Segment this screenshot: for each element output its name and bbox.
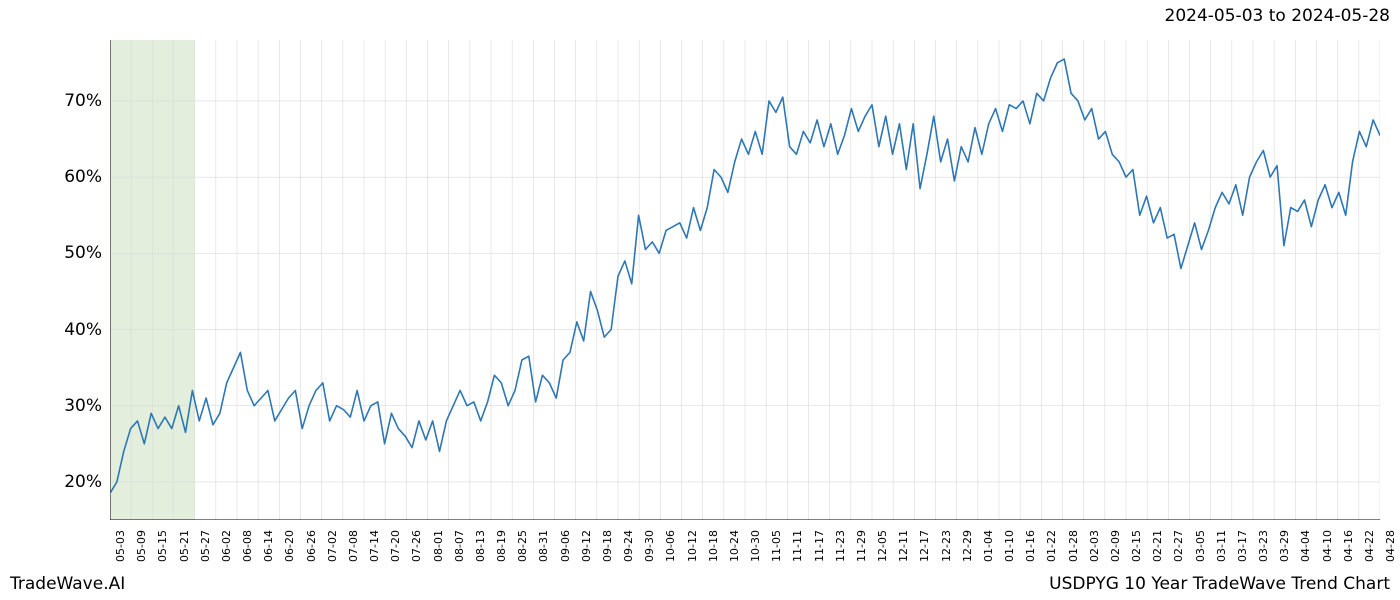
- chart-area: [110, 40, 1380, 520]
- y-tick-label: 30%: [52, 396, 102, 416]
- x-tick-label: 12-23: [940, 530, 953, 562]
- footer-brand: TradeWave.AI: [10, 574, 125, 594]
- x-tick-label: 08-07: [453, 530, 466, 562]
- x-tick-label: 02-09: [1109, 530, 1122, 562]
- x-tick-label: 11-11: [791, 530, 804, 562]
- x-tick-label: 10-06: [664, 530, 677, 562]
- x-tick-label: 06-08: [241, 530, 254, 562]
- footer-chart-title: USDPYG 10 Year TradeWave Trend Chart: [1049, 574, 1390, 594]
- x-tick-label: 07-26: [410, 530, 423, 562]
- x-tick-label: 07-08: [347, 530, 360, 562]
- x-tick-label: 02-21: [1151, 530, 1164, 562]
- line-chart-svg: [110, 40, 1380, 520]
- x-tick-label: 04-22: [1363, 530, 1376, 562]
- x-tick-label: 02-15: [1130, 530, 1143, 562]
- x-tick-label: 08-01: [432, 530, 445, 562]
- x-tick-label: 10-18: [707, 530, 720, 562]
- x-tick-label: 11-29: [855, 530, 868, 562]
- x-tick-label: 06-20: [283, 530, 296, 562]
- x-tick-label: 03-17: [1236, 530, 1249, 562]
- x-tick-label: 04-28: [1384, 530, 1397, 562]
- y-tick-label: 20%: [52, 472, 102, 492]
- y-tick-label: 60%: [52, 167, 102, 187]
- x-tick-label: 08-19: [495, 530, 508, 562]
- x-tick-label: 05-21: [178, 530, 191, 562]
- x-tick-label: 11-23: [834, 530, 847, 562]
- x-tick-label: 11-17: [813, 530, 826, 562]
- x-tick-label: 08-31: [537, 530, 550, 562]
- x-tick-label: 03-05: [1194, 530, 1207, 562]
- x-tick-label: 06-26: [305, 530, 318, 562]
- x-tick-label: 03-11: [1215, 530, 1228, 562]
- x-tick-label: 07-02: [326, 530, 339, 562]
- y-tick-label: 70%: [52, 91, 102, 111]
- x-tick-label: 12-11: [897, 530, 910, 562]
- x-tick-label: 10-30: [749, 530, 762, 562]
- x-tick-label: 10-12: [686, 530, 699, 562]
- x-tick-label: 06-14: [262, 530, 275, 562]
- x-tick-label: 12-17: [918, 530, 931, 562]
- x-tick-label: 09-18: [601, 530, 614, 562]
- x-tick-label: 07-20: [389, 530, 402, 562]
- x-tick-label: 05-15: [156, 530, 169, 562]
- x-tick-label: 12-29: [961, 530, 974, 562]
- date-range-label: 2024-05-03 to 2024-05-28: [1165, 6, 1390, 26]
- y-tick-label: 40%: [52, 320, 102, 340]
- x-tick-label: 09-06: [559, 530, 572, 562]
- x-tick-label: 09-24: [622, 530, 635, 562]
- x-tick-label: 07-14: [368, 530, 381, 562]
- x-tick-label: 05-27: [199, 530, 212, 562]
- x-tick-label: 04-04: [1299, 530, 1312, 562]
- x-tick-label: 08-13: [474, 530, 487, 562]
- y-tick-label: 50%: [52, 243, 102, 263]
- x-tick-label: 10-24: [728, 530, 741, 562]
- x-tick-label: 08-25: [516, 530, 529, 562]
- x-tick-label: 04-10: [1321, 530, 1334, 562]
- x-tick-label: 01-04: [982, 530, 995, 562]
- x-tick-label: 04-16: [1342, 530, 1355, 562]
- x-tick-label: 05-03: [114, 530, 127, 562]
- x-tick-label: 01-22: [1045, 530, 1058, 562]
- x-tick-label: 06-02: [220, 530, 233, 562]
- x-tick-label: 01-28: [1067, 530, 1080, 562]
- x-tick-label: 03-23: [1257, 530, 1270, 562]
- x-tick-label: 09-12: [580, 530, 593, 562]
- x-tick-label: 09-30: [643, 530, 656, 562]
- x-tick-label: 01-10: [1003, 530, 1016, 562]
- x-tick-label: 11-05: [770, 530, 783, 562]
- x-tick-label: 05-09: [135, 530, 148, 562]
- x-tick-label: 02-03: [1088, 530, 1101, 562]
- x-tick-label: 03-29: [1278, 530, 1291, 562]
- x-tick-label: 12-05: [876, 530, 889, 562]
- x-tick-label: 01-16: [1024, 530, 1037, 562]
- x-tick-label: 02-27: [1172, 530, 1185, 562]
